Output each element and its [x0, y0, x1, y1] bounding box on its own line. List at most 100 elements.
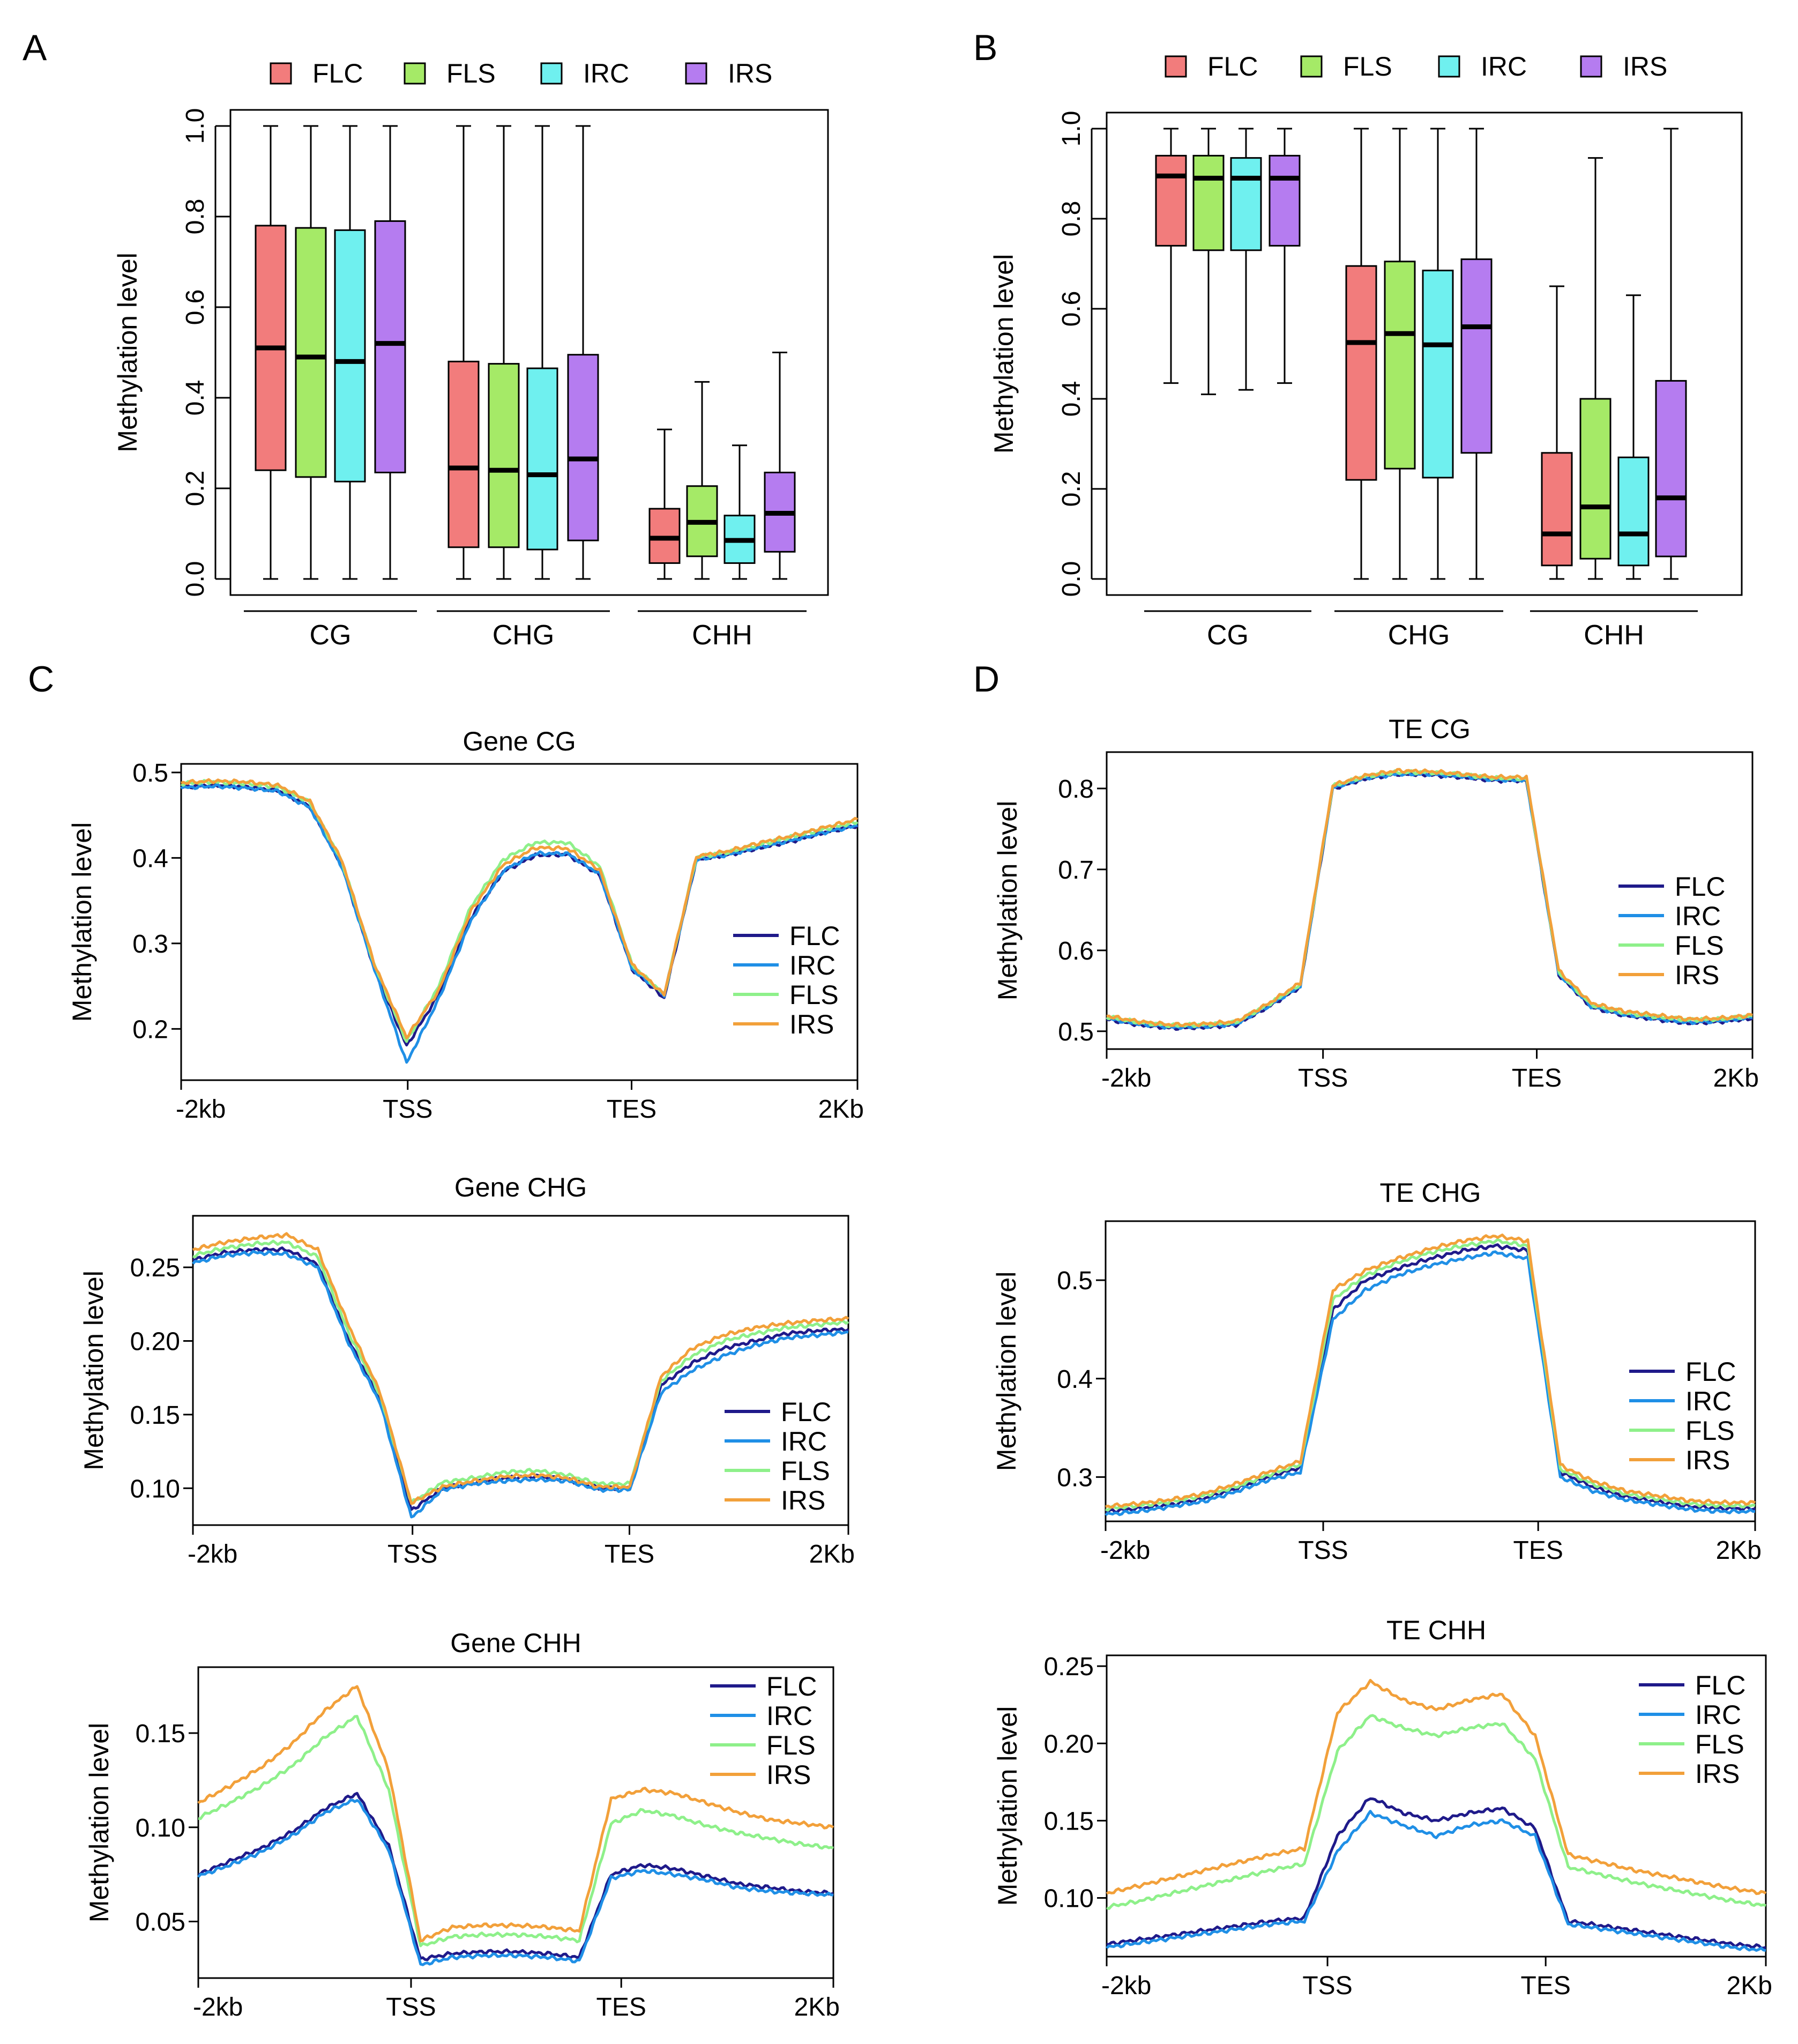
series-line-fls	[1106, 769, 1753, 1029]
series-line-irs	[197, 1685, 834, 1943]
y-tick-label: 0.8	[1057, 201, 1086, 237]
iqr-box	[526, 367, 558, 551]
y-axis-label-D3: Methylation level	[993, 1706, 1023, 1906]
series-line-flc	[1105, 1243, 1756, 1514]
iqr-box	[1617, 456, 1650, 567]
legend-label-irs: IRS	[1675, 960, 1719, 990]
y-tick-label: 0.25	[1044, 1653, 1094, 1681]
box-cg-irs	[374, 125, 406, 580]
panel-letter-c: C	[28, 659, 54, 700]
y-axis-label-B: Methylation level	[989, 254, 1019, 454]
x-tick-label: TSS	[1298, 1536, 1348, 1565]
x-tick-label: TSS	[386, 1993, 436, 2021]
iqr-box	[295, 227, 327, 478]
x-tick-label: 2Kb	[809, 1540, 855, 1569]
box-chg-fls	[488, 125, 520, 580]
x-tick-label: -2kb	[1101, 1972, 1151, 2000]
iqr-box	[1655, 380, 1687, 558]
chart-D2: TE CHG 0.3 0.4 0.5 -2kb TSS TES 2Kb Methylation …	[991, 1178, 1762, 1565]
y-axis-label-A: Methylation level	[113, 252, 143, 452]
legend-label-flc: FLC	[789, 921, 840, 951]
box-cg-irs	[1269, 128, 1301, 384]
series-line-irs	[181, 778, 859, 1039]
plot-frame	[180, 763, 859, 1081]
iqr-box	[447, 360, 480, 548]
legend-swatch-fls	[1300, 55, 1323, 78]
x-tick-label: TES	[607, 1095, 656, 1124]
series-line-irs	[1105, 1233, 1756, 1508]
x-tick-label: TES	[1521, 1972, 1571, 2000]
box-chg-fls	[1384, 128, 1416, 580]
y-tick-label: 0.6	[1058, 937, 1094, 965]
y-tick-label: 0.0	[1057, 561, 1086, 597]
legend-label-flc: FLC	[1207, 51, 1258, 81]
iqr-box	[334, 229, 366, 482]
series-line-irs	[192, 1232, 849, 1505]
iqr-box	[1460, 258, 1493, 454]
y-tick-label: 0.6	[181, 289, 210, 325]
x-tick-label: TSS	[387, 1540, 437, 1569]
legend-label-irs: IRS	[766, 1760, 811, 1790]
box-cg-fls	[1192, 128, 1225, 396]
chart-D1: TE CG 0.5 0.6 0.7 0.8 -2kb TSS TES 2Kb Methylatio…	[993, 714, 1759, 1092]
series-line-irc	[192, 1250, 849, 1519]
x-tick-label: -2kb	[193, 1993, 243, 2021]
box-chh-fls	[1579, 157, 1612, 580]
x-tick-label: TSS	[383, 1095, 432, 1124]
chart-title: Gene CHH	[450, 1628, 581, 1658]
legend-swatch-irc	[540, 62, 563, 85]
y-tick-label: 0.4	[1057, 381, 1086, 417]
series-line-fls	[198, 1715, 834, 1948]
legend-label-flc: FLC	[781, 1397, 831, 1427]
box-chg-irc	[1422, 128, 1454, 580]
y-tick-label: 0.2	[1057, 471, 1086, 507]
y-tick-label: 0.05	[136, 1908, 185, 1937]
iqr-box	[1155, 154, 1187, 247]
series-line-fls	[192, 1239, 849, 1505]
series-line-flc	[181, 782, 859, 1047]
legend-label-irs: IRS	[1623, 51, 1667, 81]
y-axis-label-C3: Methylation level	[84, 1723, 114, 1922]
chart-C2: Gene CHG 0.10 0.15 0.20 0.25 -2kb TSS TES 2Kb Met…	[79, 1172, 855, 1569]
legend-swatch-irs	[1580, 55, 1602, 78]
y-tick-label: 0.10	[1044, 1884, 1094, 1913]
legend-label-irs: IRS	[781, 1485, 825, 1515]
chart-D3: TE CHH 0.10 0.15 0.20 0.25 -2kb TSS TES 2Kb Methy…	[993, 1615, 1772, 2000]
y-tick-label: 0.2	[181, 471, 210, 507]
legend-label-fls: FLS	[1695, 1729, 1744, 1759]
legend-label-irc: IRC	[781, 1426, 827, 1456]
y-axis-label-C2: Methylation level	[79, 1270, 109, 1470]
y-tick-label: 0.6	[1057, 291, 1086, 327]
x-tick-label: 2Kb	[794, 1993, 840, 2021]
y-tick-label: 1.0	[1057, 111, 1086, 147]
panel-letter-b: B	[973, 27, 997, 68]
series-line-flc	[198, 1792, 834, 1961]
plot-frame	[1105, 1220, 1756, 1522]
chart-A: 0.0 0.2 0.4 0.6 0.8 1.0 Methylation level FLC FL…	[113, 58, 829, 651]
y-tick-label: 0.15	[1044, 1807, 1094, 1835]
y-tick-label: 0.10	[136, 1814, 185, 1842]
y-axis-label-D2: Methylation level	[991, 1272, 1021, 1471]
y-tick-label: 0.5	[1057, 1267, 1093, 1295]
y-tick-label: 0.15	[136, 1720, 185, 1748]
legend-swatch-flc	[1165, 55, 1187, 78]
y-tick-label: 0.8	[1058, 775, 1094, 804]
y-tick-label: 0.3	[1057, 1463, 1093, 1492]
series-line-irc	[1106, 770, 1753, 1030]
chart-title: TE CHH	[1386, 1615, 1486, 1645]
group-label-chh: CHH	[1584, 620, 1644, 651]
y-tick-label: 0.0	[181, 561, 210, 597]
y-tick-label: 0.7	[1058, 856, 1094, 885]
y-tick-label: 0.25	[130, 1254, 180, 1282]
panel-letter-d: D	[973, 659, 999, 700]
group-label-chh: CHH	[692, 620, 752, 651]
legend-label-flc: FLC	[1695, 1670, 1745, 1700]
box-chg-irc	[526, 125, 558, 580]
x-tick-label: 2Kb	[818, 1095, 864, 1124]
box-chh-fls	[686, 381, 718, 580]
legend-label-flc: FLC	[1675, 872, 1725, 902]
legend-swatch-fls	[404, 62, 426, 85]
legend-label-flc: FLC	[312, 58, 363, 88]
iqr-box	[1422, 270, 1454, 479]
legend-label-irc: IRC	[583, 58, 629, 88]
